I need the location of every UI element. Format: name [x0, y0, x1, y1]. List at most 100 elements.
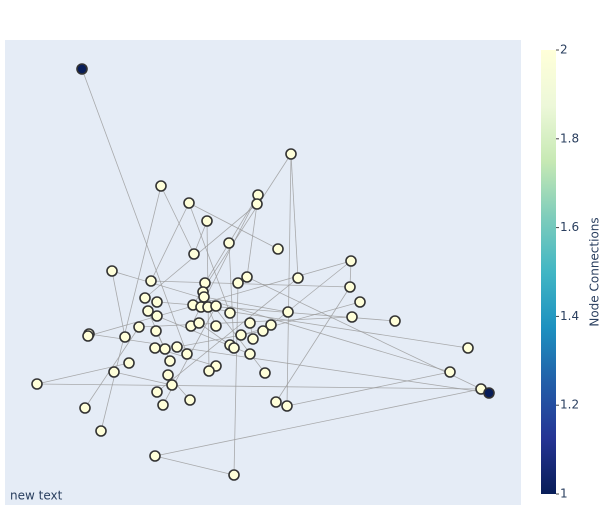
node: [149, 342, 161, 354]
node: [462, 342, 474, 354]
node: [95, 425, 107, 437]
node: [224, 307, 236, 319]
node: [228, 469, 240, 481]
edge: [160, 185, 195, 255]
annotation: new text: [10, 489, 63, 503]
node: [106, 265, 118, 277]
node: [251, 198, 263, 210]
node: [281, 400, 293, 412]
edge: [200, 306, 469, 349]
node: [285, 148, 297, 160]
node: [145, 275, 157, 287]
node: [282, 306, 294, 318]
colorbar-tick-label: 2: [560, 43, 568, 57]
edge: [203, 296, 289, 313]
node: [201, 215, 213, 227]
colorbar-tick-label: 1: [560, 487, 568, 501]
node: [184, 394, 196, 406]
node: [210, 320, 222, 332]
node: [162, 369, 174, 381]
node: [444, 366, 456, 378]
edge: [81, 68, 188, 355]
node: [235, 329, 247, 341]
node: [31, 378, 43, 390]
node: [76, 63, 88, 75]
edge: [290, 153, 299, 279]
edge: [198, 322, 231, 346]
edge: [193, 220, 208, 255]
node: [150, 325, 162, 337]
edge: [188, 202, 279, 250]
colorbar-tick-label: 1.4: [560, 309, 579, 323]
node: [354, 296, 366, 308]
node: [270, 396, 282, 408]
edge: [100, 185, 162, 432]
node: [232, 277, 244, 289]
edge: [275, 286, 351, 403]
node: [346, 311, 358, 323]
node: [389, 315, 401, 327]
node: [292, 272, 304, 284]
node: [483, 387, 495, 399]
node: [166, 379, 178, 391]
node: [181, 348, 193, 360]
node: [188, 248, 200, 260]
edge: [246, 276, 482, 390]
node: [149, 450, 161, 462]
edge: [113, 371, 173, 386]
node: [259, 367, 271, 379]
node: [183, 197, 195, 209]
edge: [286, 371, 451, 407]
node: [247, 333, 259, 345]
node: [344, 281, 356, 293]
node: [164, 355, 176, 367]
colorbar-tick-label: 1.2: [560, 398, 579, 412]
node: [244, 348, 256, 360]
node: [171, 341, 183, 353]
node: [151, 310, 163, 322]
edge: [176, 330, 264, 348]
edge: [144, 203, 258, 299]
edge: [154, 455, 235, 476]
node: [142, 305, 154, 317]
node: [108, 366, 120, 378]
colorbar: [541, 50, 556, 494]
node: [157, 399, 169, 411]
node: [155, 180, 167, 192]
node: [223, 237, 235, 249]
node: [139, 292, 151, 304]
node: [272, 243, 284, 255]
node: [123, 357, 135, 369]
plot-area: [5, 40, 521, 505]
edge: [111, 270, 451, 373]
colorbar-tick-label: 1.8: [560, 131, 579, 145]
node: [345, 255, 357, 267]
node: [193, 317, 205, 329]
node: [203, 365, 215, 377]
node: [151, 296, 163, 308]
node: [198, 291, 210, 303]
node: [265, 319, 277, 331]
colorbar-tick-label: 1.6: [560, 220, 579, 234]
node: [119, 331, 131, 343]
edge: [150, 280, 351, 288]
node: [159, 343, 171, 355]
node: [257, 325, 269, 337]
edge: [154, 388, 482, 457]
node: [228, 342, 240, 354]
node: [244, 317, 256, 329]
edge: [233, 282, 239, 476]
node: [241, 271, 253, 283]
edge: [246, 203, 258, 278]
node: [133, 321, 145, 333]
edge: [188, 202, 231, 314]
edge: [36, 383, 482, 390]
node: [79, 402, 91, 414]
colorbar-title: Node Connections: [588, 217, 602, 326]
node: [210, 300, 222, 312]
edge: [286, 153, 292, 407]
node: [151, 386, 163, 398]
edge: [150, 202, 190, 282]
edge: [87, 260, 352, 337]
